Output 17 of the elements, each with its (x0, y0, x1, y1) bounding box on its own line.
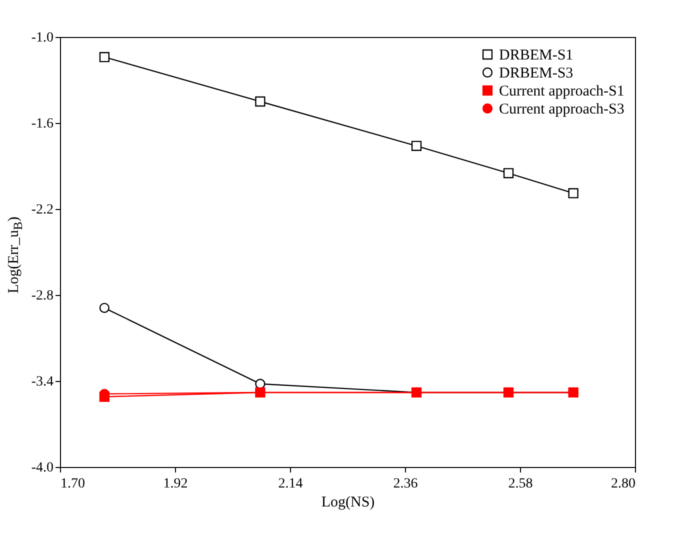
x-tick-label: 1.92 (163, 476, 188, 492)
legend-label: DRBEM-S3 (499, 66, 574, 82)
y-tick-label: -2.8 (31, 288, 54, 304)
y-tick-label: -2.2 (31, 202, 54, 218)
y-tick-label: -1.0 (31, 30, 54, 46)
x-tick-label: 2.58 (508, 476, 533, 492)
y-tick-label: -1.6 (31, 116, 54, 132)
legend-label: DRBEM-S1 (499, 48, 574, 64)
x-tick-label: 2.14 (278, 476, 303, 492)
x-tick-label: 1.70 (60, 476, 85, 492)
x-tick-label: 2.80 (611, 476, 636, 492)
y-tick-label: -4.0 (31, 460, 54, 476)
x-tick-label: 2.36 (393, 476, 418, 492)
legend-label: Current approach-S3 (499, 102, 624, 118)
x-axis-title: Log(NS) (321, 494, 375, 510)
legend-label: Current approach-S1 (499, 84, 624, 100)
y-tick-label: -3.4 (31, 374, 54, 390)
